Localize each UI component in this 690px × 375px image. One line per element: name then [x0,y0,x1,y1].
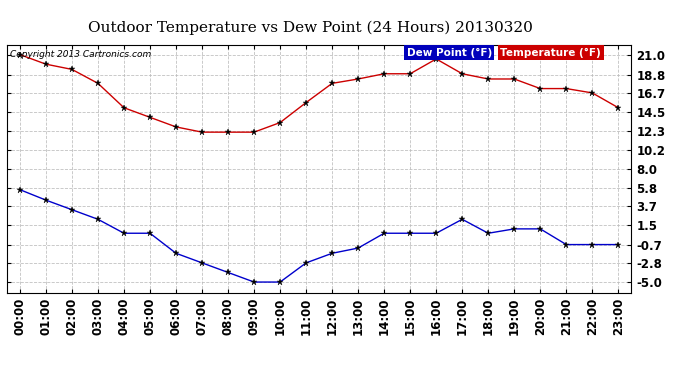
Text: Dew Point (°F): Dew Point (°F) [406,48,492,57]
Text: Temperature (°F): Temperature (°F) [500,48,601,57]
Text: Copyright 2013 Cartronics.com: Copyright 2013 Cartronics.com [10,50,151,59]
Text: Outdoor Temperature vs Dew Point (24 Hours) 20130320: Outdoor Temperature vs Dew Point (24 Hou… [88,21,533,35]
